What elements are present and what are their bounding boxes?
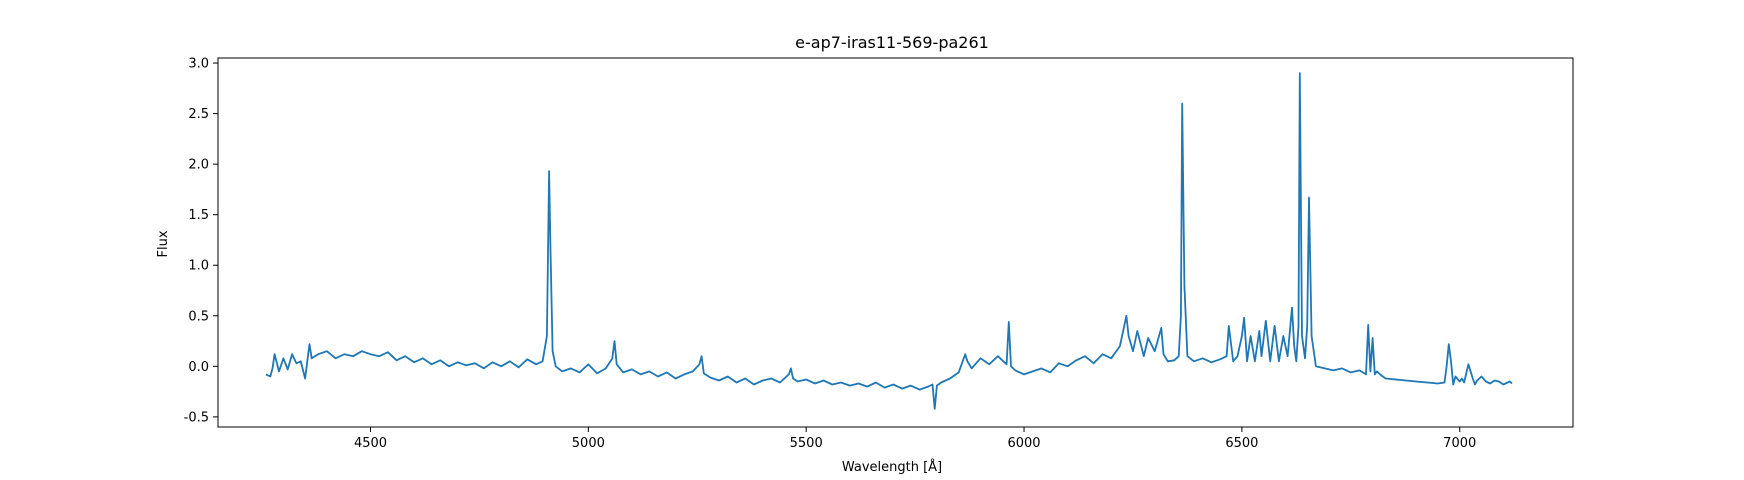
y-tick-label: 1.5 (188, 208, 209, 223)
y-tick-label: -0.5 (184, 410, 209, 425)
x-tick-label: 6500 (1225, 436, 1258, 451)
x-tick-label: 6000 (1007, 436, 1040, 451)
x-axis-ticks: 4500 5000 5500 6000 6500 7000 (354, 427, 1476, 451)
x-tick-label: 5000 (572, 436, 605, 451)
x-tick-label: 4500 (354, 436, 387, 451)
y-axis-ticks: -0.5 0.0 0.5 1.0 1.5 2.0 2.5 3.0 (184, 57, 218, 425)
y-tick-label: 1.0 (188, 259, 209, 274)
spectrum-line-0 (265, 72, 1513, 410)
y-tick-label: 2.0 (188, 158, 209, 173)
y-tick-label: 0.0 (188, 360, 209, 375)
x-tick-label: 5500 (790, 436, 823, 451)
y-tick-label: 3.0 (188, 57, 209, 72)
y-tick-label: 2.5 (188, 107, 209, 122)
chart-title: e-ap7-iras11-569-pa261 (795, 33, 989, 52)
x-tick-label: 7000 (1443, 436, 1476, 451)
plot-area (265, 72, 1513, 410)
y-tick-label: 0.5 (188, 309, 209, 324)
plot-frame (217, 57, 1574, 428)
x-axis-label: Wavelength [Å] (842, 459, 942, 475)
y-axis-label: Flux (156, 230, 171, 257)
